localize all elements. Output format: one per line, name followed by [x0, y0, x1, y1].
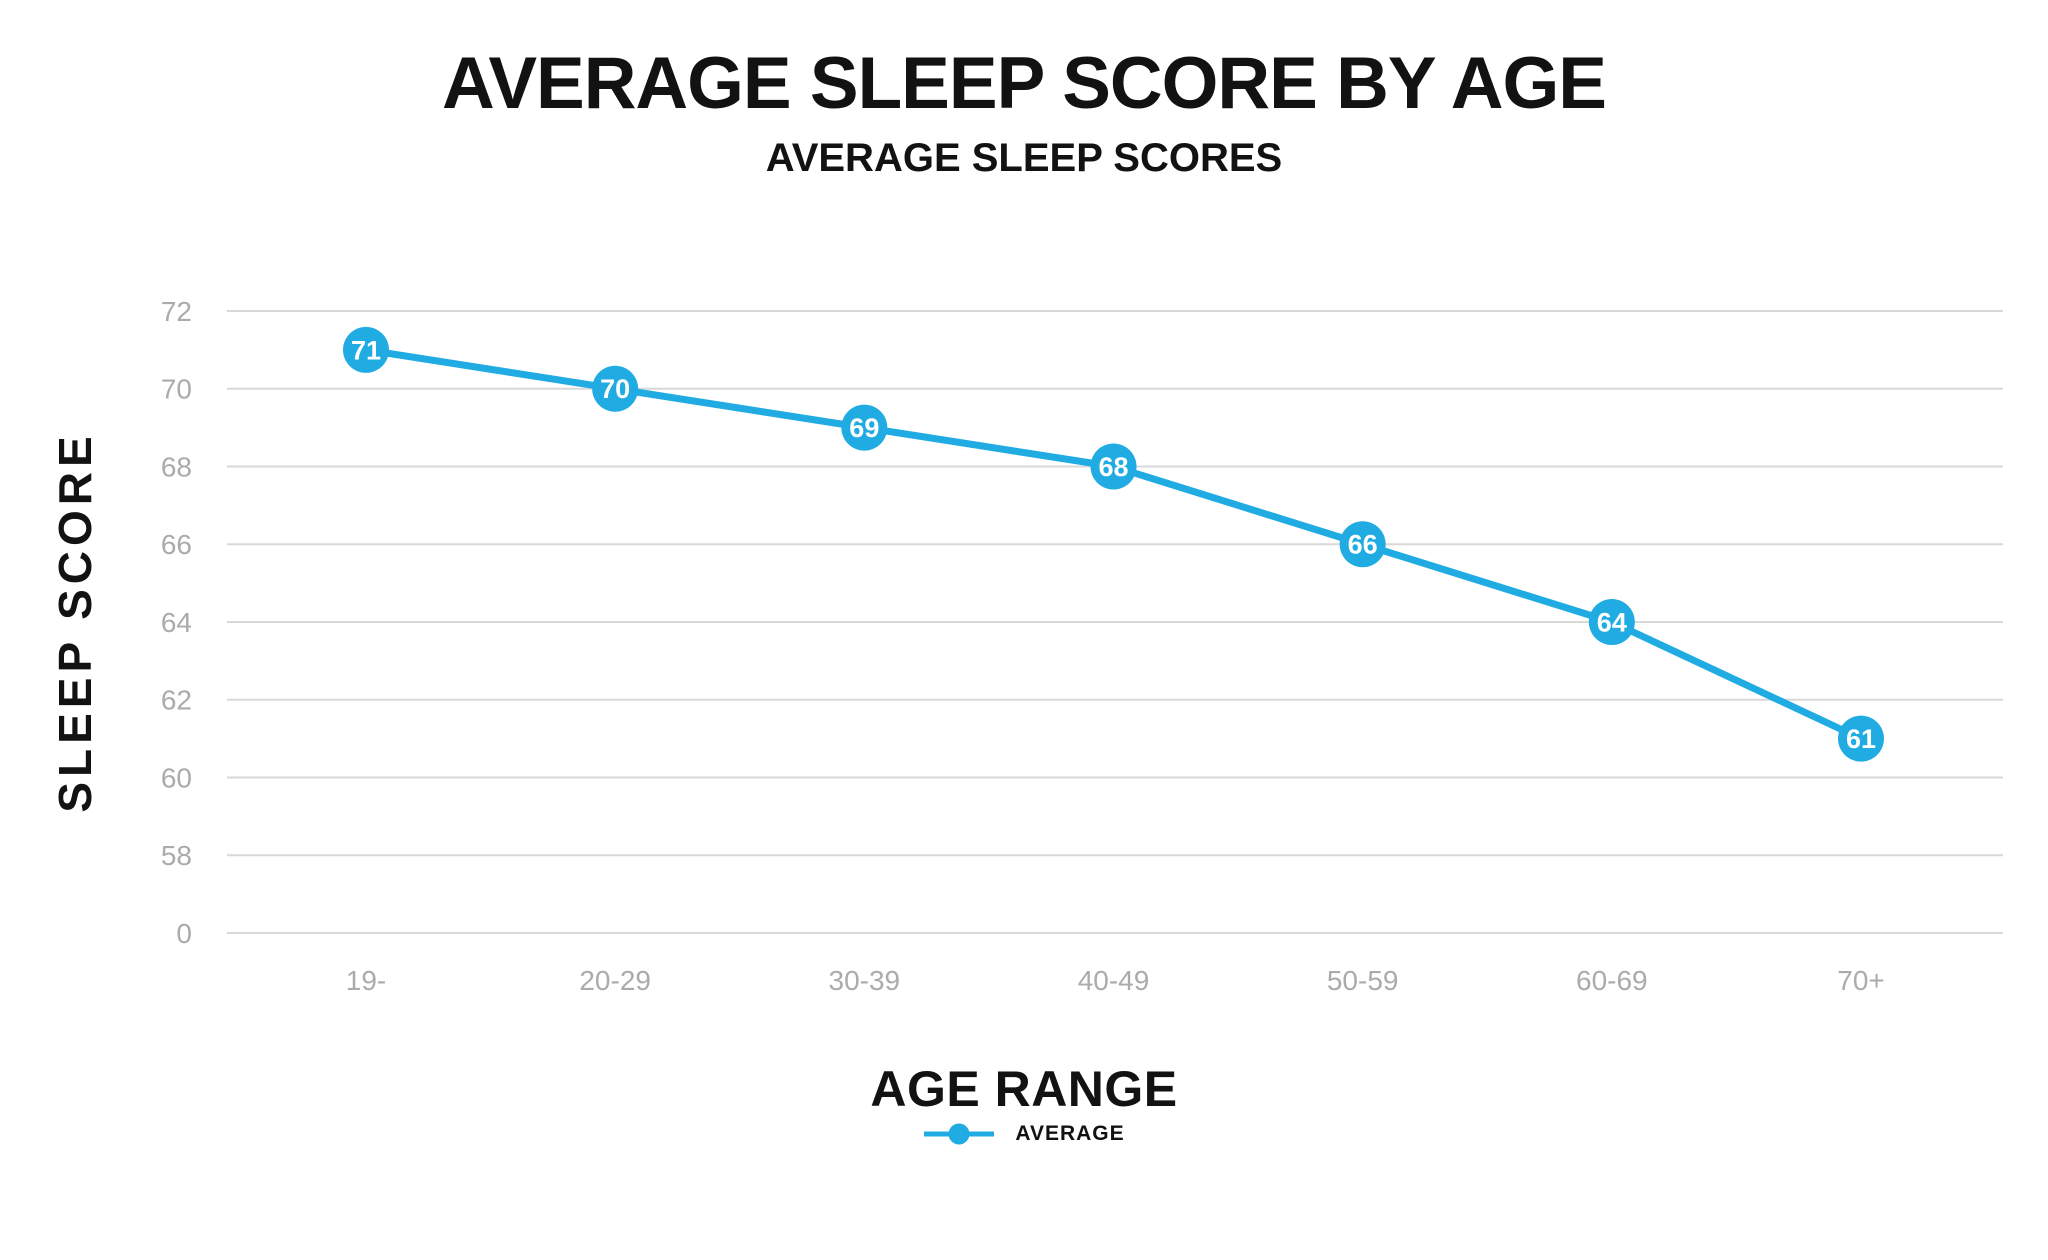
- chart-title: AVERAGE SLEEP SCORE BY AGE: [442, 43, 1607, 124]
- y-tick-label: 68: [161, 451, 192, 482]
- y-tick-label: 0: [176, 918, 192, 949]
- y-tick-label: 70: [161, 374, 192, 405]
- y-tick-label: 62: [161, 685, 192, 716]
- data-point-marker: [1339, 521, 1386, 568]
- data-point-label: 71: [351, 335, 381, 365]
- legend-line-marker-icon: [924, 1123, 995, 1145]
- data-point-marker: [1838, 715, 1884, 762]
- x-tick-label: 19-: [346, 965, 386, 996]
- data-point-marker: [1090, 443, 1137, 490]
- legend: AVERAGE: [0, 1122, 2048, 1146]
- data-point-label: 66: [1348, 530, 1378, 560]
- x-tick-label: 60-69: [1576, 965, 1648, 996]
- x-tick-label: 30-39: [829, 965, 901, 996]
- data-point-label: 68: [1098, 452, 1128, 482]
- data-point-marker: [841, 404, 888, 451]
- y-tick-label: 72: [161, 296, 192, 327]
- x-tick-label: 50-59: [1327, 965, 1399, 996]
- y-tick-label: 58: [161, 840, 192, 871]
- data-point-marker: [592, 365, 639, 412]
- data-point-label: 70: [600, 374, 630, 404]
- x-axis-title: AGE RANGE: [870, 1061, 1178, 1117]
- chart-subtitle: AVERAGE SLEEP SCORES: [765, 136, 1283, 180]
- data-point-marker: [1588, 599, 1635, 645]
- x-tick-label: 20-29: [579, 965, 651, 996]
- x-tick-label: 40-49: [1078, 965, 1150, 996]
- y-tick-label: 66: [161, 529, 192, 560]
- legend-label: AVERAGE: [1015, 1122, 1125, 1145]
- data-point-marker: [343, 326, 389, 373]
- data-point-label: 69: [849, 413, 879, 443]
- legend-dot: [948, 1123, 970, 1145]
- x-tick-label: 70+: [1837, 965, 1885, 996]
- y-tick-label: 64: [161, 607, 192, 638]
- y-tick-label: 60: [161, 762, 192, 793]
- data-point-label: 64: [1597, 607, 1627, 637]
- data-point-label: 61: [1846, 724, 1876, 754]
